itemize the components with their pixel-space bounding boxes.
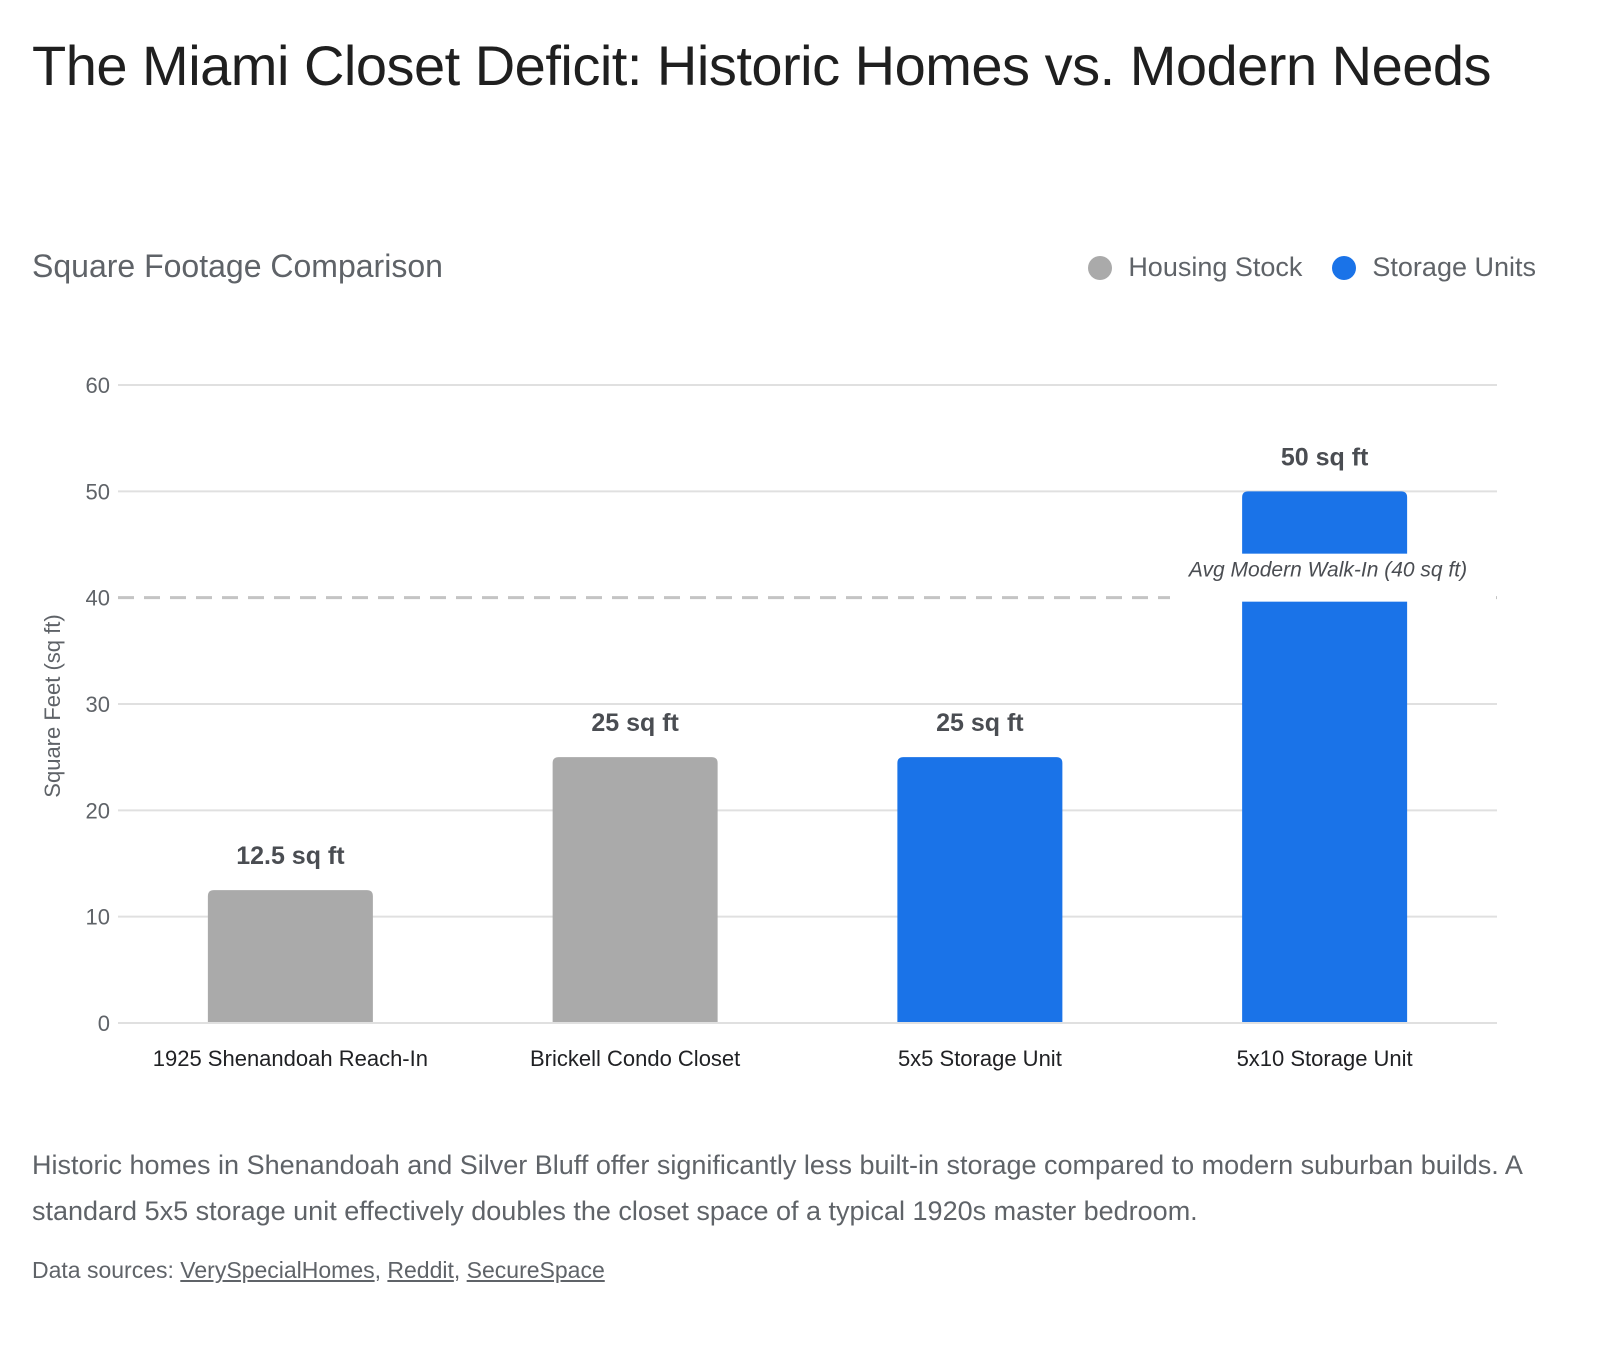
source-link-securespace[interactable]: SecureSpace — [466, 1257, 605, 1283]
source-link-veryspecialhomes[interactable]: VerySpecialHomes — [180, 1257, 375, 1283]
y-tick-label: 0 — [98, 1011, 110, 1036]
data-label: 50 sq ft — [1281, 443, 1369, 471]
legend-item-housing-stock: Housing Stock — [1088, 252, 1302, 283]
legend-label: Housing Stock — [1128, 252, 1303, 282]
chart-subtitle: Square Footage Comparison — [32, 248, 443, 284]
y-tick-label: 20 — [86, 798, 110, 823]
reference-label-background — [1170, 553, 1488, 602]
y-axis-label: Square Feet (sq ft) — [40, 614, 65, 797]
legend-dot-icon — [1332, 255, 1357, 280]
sources-separator: , — [453, 1257, 467, 1283]
y-tick-label: 30 — [86, 692, 110, 717]
page-title: The Miami Closet Deficit: Historic Homes… — [32, 34, 1492, 97]
bar[interactable] — [897, 757, 1063, 1023]
y-axis-ticks: 0 10 20 30 40 50 60 — [86, 373, 110, 1036]
y-tick-label: 40 — [86, 586, 110, 611]
data-labels: 12.5 sq ft 25 sq ft 25 sq ft 50 sq ft — [236, 443, 1369, 870]
data-sources: Data sources: VerySpecialHomes, Reddit, … — [32, 1257, 605, 1284]
bar[interactable] — [1242, 491, 1408, 1023]
sources-separator: , — [374, 1257, 388, 1283]
chart-description: Historic homes in Shenandoah and Silver … — [32, 1150, 1522, 1226]
x-tick-label: 5x10 Storage Unit — [1237, 1046, 1413, 1071]
data-label: 12.5 sq ft — [236, 842, 345, 870]
y-tick-label: 50 — [86, 479, 110, 504]
sources-prefix: Data sources: — [32, 1257, 181, 1283]
x-tick-label: 1925 Shenandoah Reach-In — [153, 1046, 428, 1071]
bar[interactable] — [207, 890, 373, 1023]
source-link-reddit[interactable]: Reddit — [387, 1257, 454, 1283]
x-axis-ticks: 1925 Shenandoah Reach-In Brickell Condo C… — [118, 1022, 1497, 1071]
reference-line-label-group: Avg Modern Walk-In (40 sq ft) — [1170, 553, 1488, 602]
data-label: 25 sq ft — [591, 709, 679, 737]
x-tick-label: Brickell Condo Closet — [530, 1046, 740, 1071]
bar[interactable] — [552, 757, 718, 1023]
reference-line-label: Avg Modern Walk-In (40 sq ft) — [1187, 559, 1467, 582]
legend-dot-icon — [1088, 255, 1113, 280]
y-tick-label: 60 — [86, 373, 110, 398]
legend-item-storage-units: Storage Units — [1332, 252, 1536, 283]
bars — [207, 491, 1408, 1023]
legend: Housing Stock Storage Units — [1088, 252, 1536, 283]
data-label: 25 sq ft — [936, 709, 1024, 737]
legend-label: Storage Units — [1372, 252, 1536, 282]
bar-chart: 0 10 20 30 40 50 60 Square Feet (sq ft) Avg Mo… — [40, 373, 1497, 1071]
y-tick-label: 10 — [86, 905, 110, 930]
x-tick-label: 5x5 Storage Unit — [898, 1046, 1062, 1071]
